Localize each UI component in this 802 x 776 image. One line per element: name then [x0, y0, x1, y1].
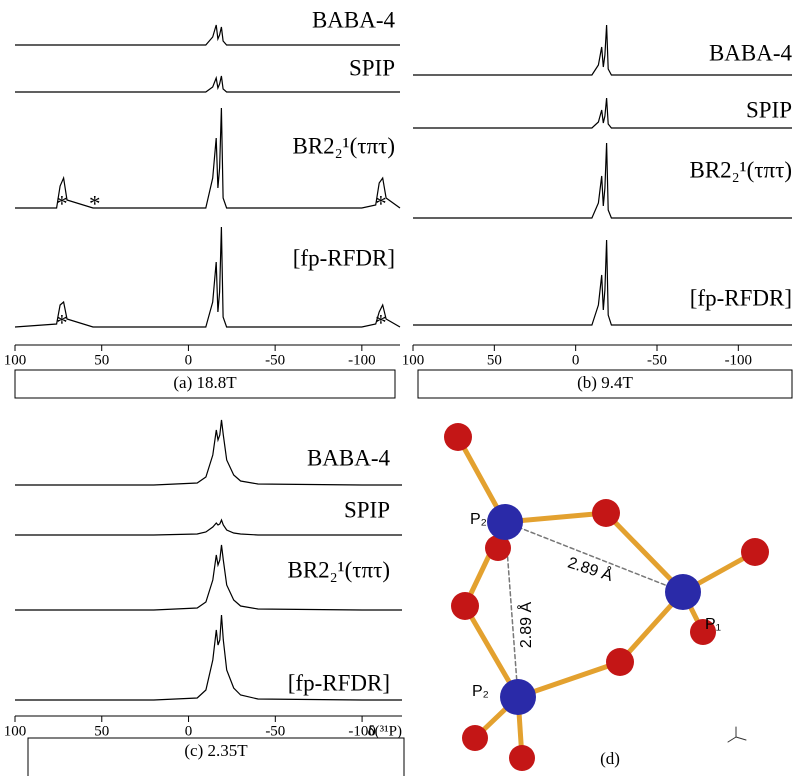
- annotation: *: [56, 191, 68, 216]
- x-tick-label: 100: [4, 723, 27, 739]
- axis-triad: [728, 727, 746, 742]
- atom-label: P₂: [472, 683, 489, 700]
- x-tick-label: 0: [185, 352, 193, 368]
- molecule-diagram: [444, 423, 769, 771]
- distance-label: 2.89 Å: [565, 553, 615, 585]
- spectrum-label: BR2₂¹(τπτ): [689, 157, 792, 182]
- spectrum-label: SPIP: [746, 97, 792, 122]
- spectrum-label: BABA-4: [709, 40, 793, 65]
- spectrum-label: BABA-4: [307, 445, 391, 470]
- panel-caption: (b) 9.4T: [577, 373, 633, 392]
- x-tick-label: 0: [185, 723, 193, 739]
- annotation: *: [56, 310, 68, 335]
- x-tick-label: -50: [265, 352, 285, 368]
- x-tick-label: 50: [94, 352, 109, 368]
- x-tick-label: 50: [94, 723, 109, 739]
- spectrum-label: [fp-RFDR]: [293, 245, 395, 270]
- x-tick-label: -50: [265, 723, 285, 739]
- spectrum: [15, 76, 400, 92]
- x-axis-label: δ(³¹P): [368, 723, 402, 739]
- x-tick-label: 50: [487, 352, 502, 368]
- panel-caption: (d): [600, 749, 620, 768]
- spectrum-label: SPIP: [344, 497, 390, 522]
- spectrum-label: [fp-RFDR]: [288, 670, 390, 695]
- spectrum-label: BABA-4: [312, 7, 396, 32]
- x-tick-label: 0: [572, 352, 580, 368]
- annotation: *: [375, 191, 387, 216]
- x-tick-label: 100: [402, 352, 425, 368]
- x-tick-label: 100: [4, 352, 27, 368]
- spectrum-label: BR2₂¹(τπτ): [287, 557, 390, 582]
- atom-label: P₂: [470, 511, 487, 528]
- x-tick-label: -100: [348, 352, 376, 368]
- distance-label: 2.89 Å: [516, 602, 535, 649]
- x-tick-label: -100: [725, 352, 753, 368]
- spectrum: [413, 98, 792, 128]
- atom-label: P₁: [705, 616, 721, 633]
- figure: P₂ P₁ P₂ 2.89 Å 2.89 Å (d) 100 50 0 -50 -100…: [0, 0, 802, 776]
- bonds: [458, 437, 755, 758]
- spectrum: [15, 227, 400, 327]
- spectrum-label: [fp-RFDR]: [690, 285, 792, 310]
- annotation: *: [375, 310, 387, 335]
- spectrum-label: SPIP: [349, 55, 395, 80]
- panel-caption: (c) 2.35T: [184, 741, 248, 760]
- panel-caption: (a) 18.8T: [173, 373, 237, 392]
- x-tick-label: -50: [647, 352, 667, 368]
- spectrum: [413, 240, 792, 325]
- annotation: *: [89, 191, 101, 216]
- spectrum-label: BR2₂¹(τπτ): [292, 133, 395, 158]
